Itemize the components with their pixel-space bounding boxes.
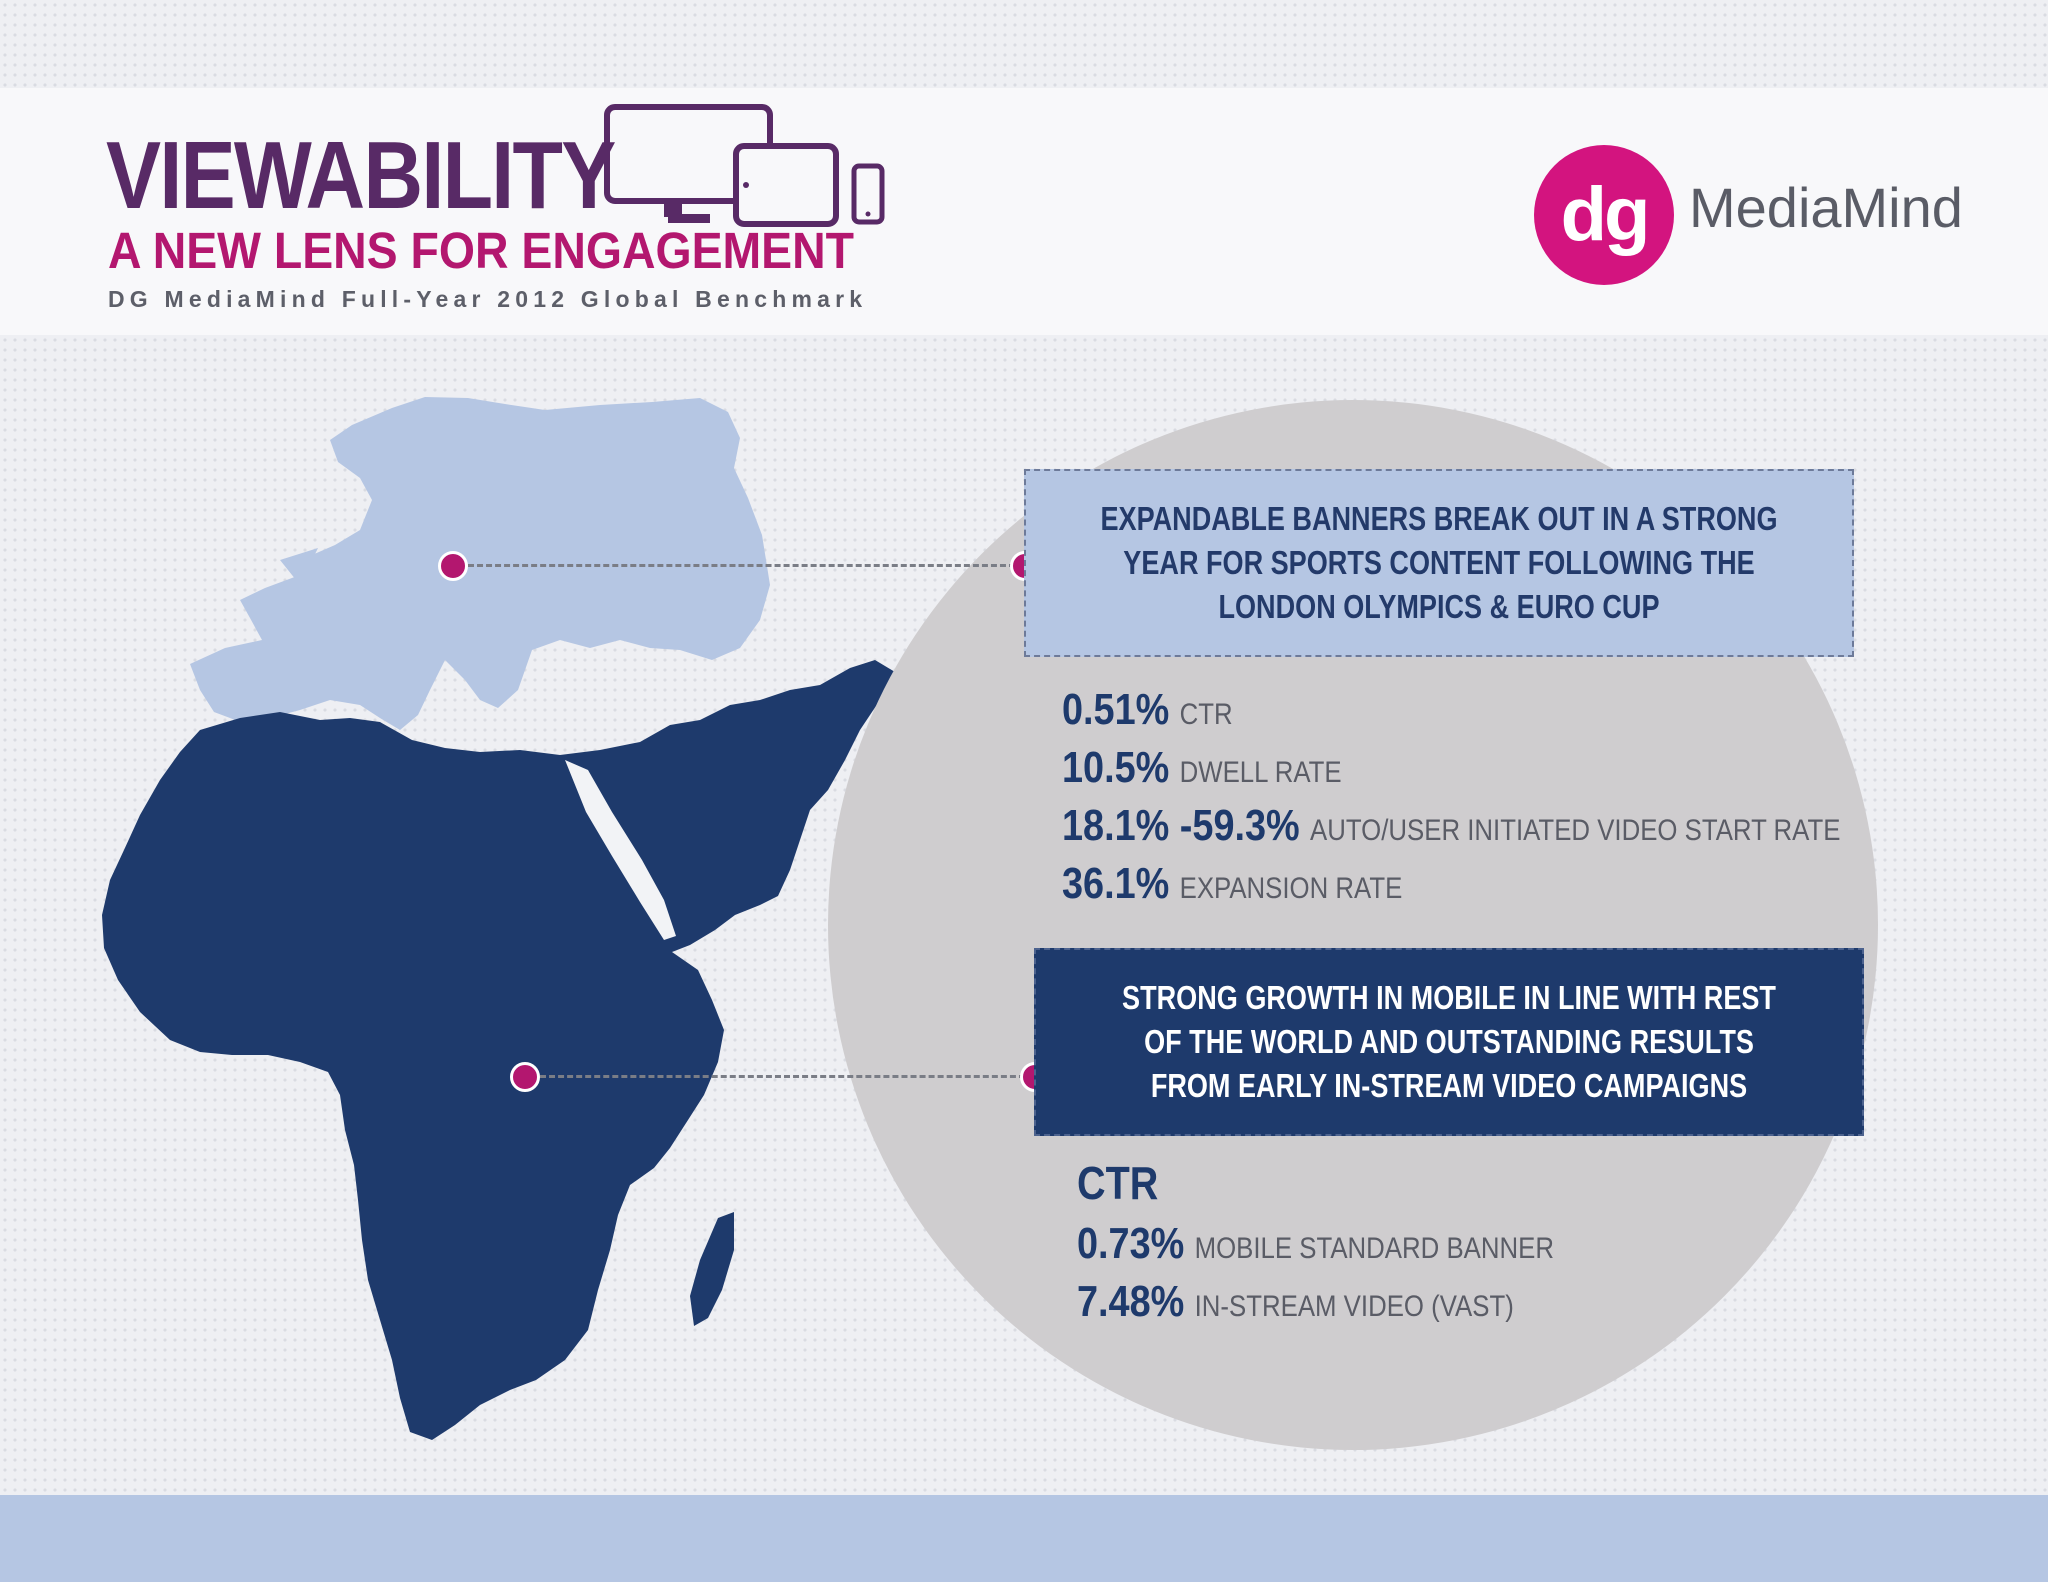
dotted-background-top (0, 0, 2048, 88)
brand-name: MediaMind (1689, 176, 1963, 239)
stat-row: 18.1% -59.3% AUTO/USER INITIATED VIDEO ST… (1062, 804, 1840, 848)
stat-value: 18.1% -59.3% (1062, 801, 1300, 850)
stat-label: EXPANSION RATE (1179, 872, 1403, 905)
map-illustration (102, 397, 895, 1440)
tablet-icon (733, 143, 839, 227)
header-band (0, 88, 2048, 335)
stat-label: CTR (1179, 698, 1233, 731)
africa-middle-east-region (102, 660, 895, 1440)
stat-row: 10.5% DWELL RATE (1062, 746, 1342, 790)
dg-logo: dg (1534, 145, 1674, 285)
stat-label: MOBILE STANDARD BANNER (1194, 1232, 1554, 1265)
stat-row: 36.1% EXPANSION RATE (1062, 862, 1402, 906)
europe-region (190, 397, 770, 730)
tagline: DG MediaMind Full-Year 2012 Global Bench… (108, 286, 868, 312)
phone-icon (851, 163, 885, 225)
africa-callout-text: STRONG GROWTH IN MOBILE IN LINE WITH RES… (1122, 979, 1776, 1104)
stat-label: AUTO/USER INITIATED VIDEO START RATE (1310, 814, 1841, 847)
ctr-heading: CTR (1077, 1157, 1159, 1209)
stat-value: 10.5% (1062, 743, 1170, 792)
europe-leader-line (468, 564, 1024, 567)
devices-icon (604, 104, 885, 227)
madagascar (690, 1212, 734, 1326)
europe-marker (438, 551, 468, 581)
logo-mark: dg (1534, 145, 1674, 285)
africa-leader-line (540, 1075, 1034, 1078)
stat-label: DWELL RATE (1179, 756, 1342, 789)
africa-marker (510, 1062, 540, 1092)
stat-value: 0.51% (1062, 685, 1170, 734)
subtitle: A NEW LENS FOR ENGAGEMENT (108, 222, 855, 279)
stat-value: 36.1% (1062, 859, 1170, 908)
footer-band (0, 1495, 2048, 1582)
stat-value: 7.48% (1077, 1277, 1185, 1326)
stat-row: 7.48% IN-STREAM VIDEO (VAST) (1077, 1280, 1514, 1324)
africa-callout: STRONG GROWTH IN MOBILE IN LINE WITH RES… (1034, 948, 1864, 1136)
stat-value: 0.73% (1077, 1219, 1185, 1268)
red-sea (565, 760, 676, 940)
europe-callout: EXPANDABLE BANNERS BREAK OUT IN A STRONG… (1024, 469, 1854, 657)
stat-row: 0.51% CTR (1062, 688, 1233, 732)
europe-callout-text: EXPANDABLE BANNERS BREAK OUT IN A STRONG… (1100, 500, 1778, 625)
page-title: VIEWABILITY (106, 122, 616, 229)
stat-row: 0.73% MOBILE STANDARD BANNER (1077, 1222, 1554, 1266)
stat-label: IN-STREAM VIDEO (VAST) (1194, 1290, 1514, 1323)
